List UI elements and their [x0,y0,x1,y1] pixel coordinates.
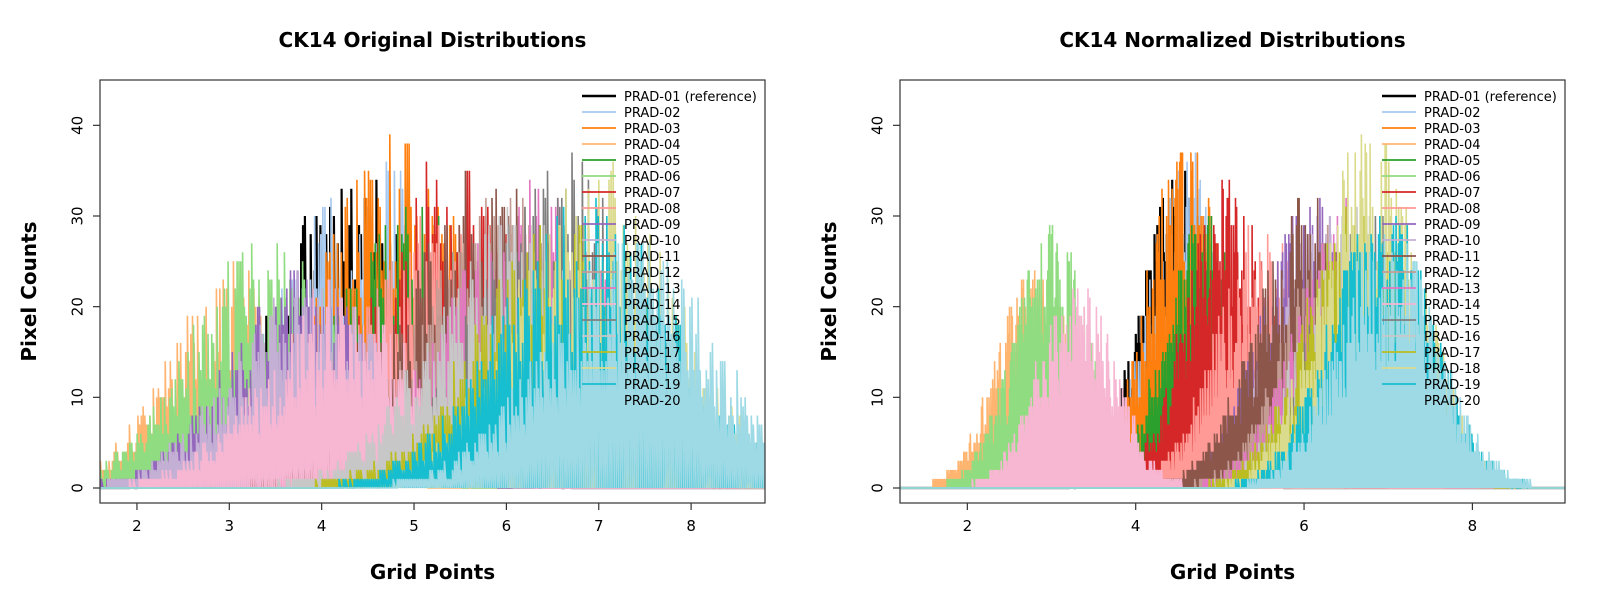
legend-label: PRAD-11 [624,250,680,265]
x-tick-label: 4 [317,517,327,535]
chart-normalized-distributions: CK14 Normalized Distributions 2 4 6 8 0 10 20 30… [817,28,1566,584]
legend-label: PRAD-13 [1424,282,1480,297]
y-tick-label: 30 [69,206,87,225]
legend-label: PRAD-15 [1424,314,1480,329]
chart-original-distributions: CK14 Original Distributions 2 3 4 5 6 7 8 0 10 20 3… [17,28,766,584]
legend-label: PRAD-20 [624,394,680,409]
x-tick-label: 6 [502,517,512,535]
x-tick-label: 2 [963,517,973,535]
legend-label: PRAD-09 [624,218,680,233]
legend-label: PRAD-19 [624,378,680,393]
legend-label: PRAD-05 [1424,154,1480,169]
y-tick-label: 40 [869,116,887,135]
legend-label: PRAD-04 [1424,138,1480,153]
x-tick-label: 6 [1299,517,1309,535]
x-axis-label: Grid Points [1170,560,1295,584]
legend-label: PRAD-18 [624,362,680,377]
series-line-prad-20 [100,243,765,489]
legend-label: PRAD-16 [1424,330,1480,345]
y-tick-label: 20 [69,297,87,316]
legend-label: PRAD-07 [624,186,680,201]
series-group [100,134,765,490]
legend-label: PRAD-06 [624,170,680,185]
legend-label: PRAD-11 [1424,250,1480,265]
legend: PRAD-01 (reference)PRAD-02PRAD-03PRAD-04… [582,90,757,409]
legend-label: PRAD-16 [624,330,680,345]
legend: PRAD-01 (reference)PRAD-02PRAD-03PRAD-04… [1382,90,1557,409]
y-tick-label: 0 [69,483,87,493]
legend-label: PRAD-08 [624,202,680,217]
plot-frame [99,79,766,504]
x-tick-label: 3 [225,517,235,535]
x-axis-label: Grid Points [370,560,495,584]
x-tick-label: 8 [686,517,696,535]
y-tick-label: 30 [869,206,887,225]
legend-label: PRAD-15 [624,314,680,329]
legend-label: PRAD-05 [624,154,680,169]
x-tick-label: 2 [132,517,142,535]
x-tick-label: 8 [1468,517,1478,535]
y-tick-label: 10 [69,388,87,407]
legend-label: PRAD-17 [624,346,680,361]
legend-label: PRAD-14 [1424,298,1480,313]
legend-label: PRAD-10 [624,234,680,249]
legend-label: PRAD-10 [1424,234,1480,249]
legend-label: PRAD-19 [1424,378,1480,393]
series-line-prad-20 [900,234,1565,489]
plot-frame [899,79,1566,504]
legend-label: PRAD-03 [1424,122,1480,137]
legend-label: PRAD-18 [1424,362,1480,377]
legend-label: PRAD-02 [624,106,680,121]
chart-title: CK14 Normalized Distributions [1059,28,1405,52]
y-tick-label: 0 [869,483,887,493]
x-tick-label: 5 [409,517,419,535]
y-axis-label: Pixel Counts [17,221,41,361]
legend-label: PRAD-06 [1424,170,1480,185]
legend-label: PRAD-03 [624,122,680,137]
legend-label: PRAD-09 [1424,218,1480,233]
legend-label: PRAD-13 [624,282,680,297]
legend-label: PRAD-02 [1424,106,1480,121]
legend-label: PRAD-12 [624,266,680,281]
chart-title: CK14 Original Distributions [279,28,587,52]
y-tick-label: 20 [869,297,887,316]
legend-label: PRAD-01 (reference) [624,90,757,105]
x-tick-label: 4 [1131,517,1141,535]
y-axis-label: Pixel Counts [817,221,841,361]
legend-label: PRAD-08 [1424,202,1480,217]
series-group [900,134,1565,490]
legend-label: PRAD-17 [1424,346,1480,361]
series-line-prad-14 [900,288,1565,489]
legend-label: PRAD-20 [1424,394,1480,409]
legend-label: PRAD-04 [624,138,680,153]
y-tick-label: 40 [69,116,87,135]
x-tick-label: 7 [594,517,604,535]
legend-label: PRAD-01 (reference) [1424,90,1557,105]
legend-label: PRAD-12 [1424,266,1480,281]
legend-label: PRAD-14 [624,298,680,313]
y-tick-label: 10 [869,388,887,407]
legend-label: PRAD-07 [1424,186,1480,201]
